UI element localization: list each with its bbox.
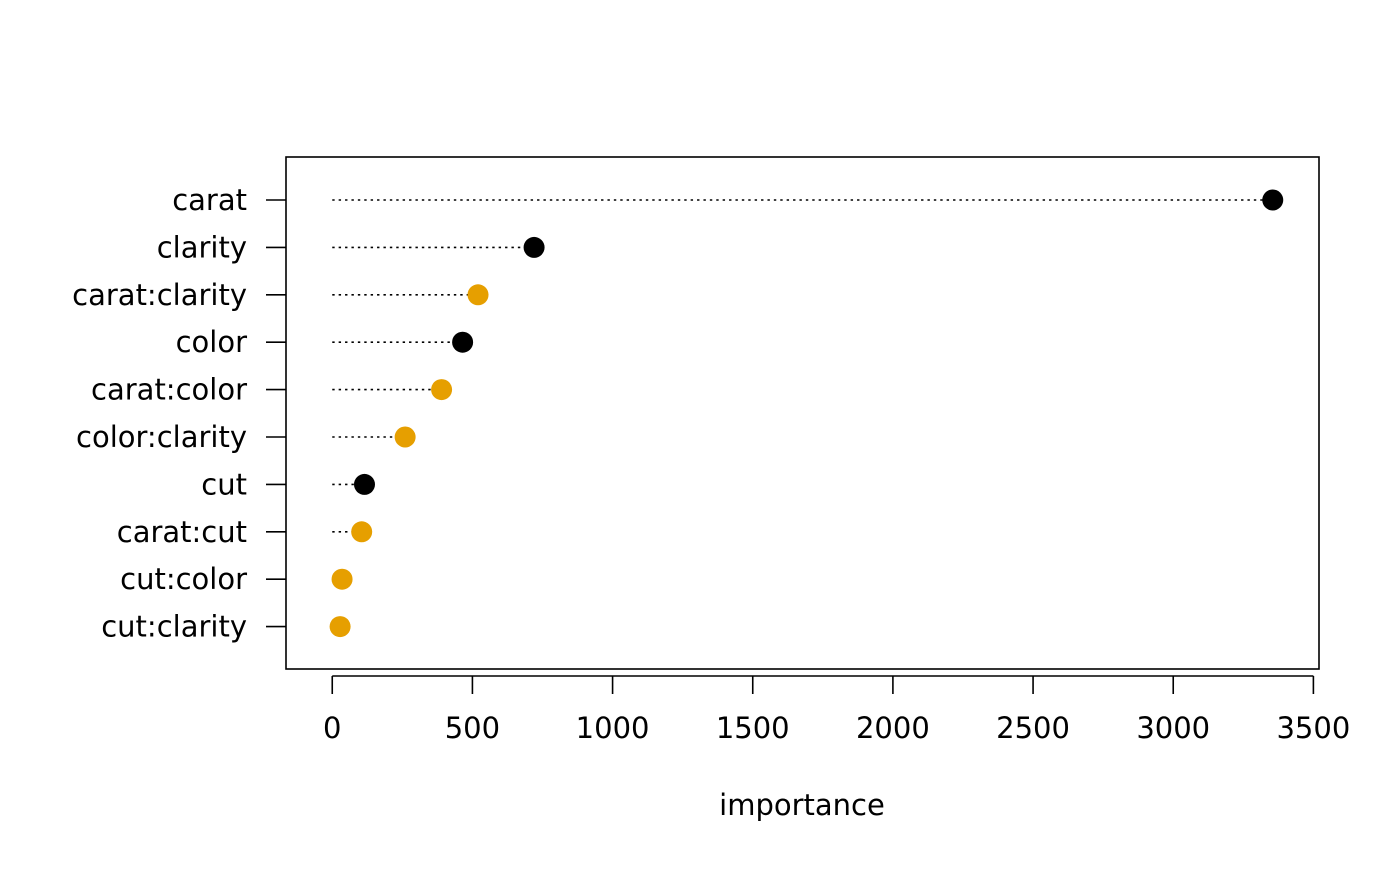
plot-frame — [285, 156, 1320, 670]
x-tick-label: 2000 — [856, 711, 930, 745]
category-label: carat:clarity — [72, 278, 247, 312]
point-color — [452, 331, 474, 353]
category-label: clarity — [157, 230, 247, 264]
x-axis: 0 500 1000 1500 2000 2500 3000 3500 — [323, 675, 1350, 745]
plot-box — [285, 156, 1320, 670]
point-color-clarity — [394, 426, 416, 448]
category-label: color — [176, 325, 247, 359]
point-carat-color — [431, 379, 453, 401]
x-tick-label: 3000 — [1136, 711, 1210, 745]
x-tick-label: 1500 — [716, 711, 790, 745]
point-carat-clarity — [467, 284, 489, 306]
x-tick-label: 3500 — [1276, 711, 1350, 745]
x-tick-label: 2500 — [996, 711, 1070, 745]
x-tick-label: 0 — [323, 711, 341, 745]
data-points — [329, 189, 1284, 638]
point-cut-clarity — [329, 616, 351, 638]
x-axis-title: importance — [719, 788, 885, 822]
category-label: cut — [201, 467, 247, 501]
category-label: carat — [172, 183, 247, 217]
leader-lines — [332, 199, 1273, 628]
category-label: cut:color — [120, 562, 247, 596]
point-cut-color — [331, 568, 353, 590]
point-carat-cut — [351, 521, 373, 543]
category-label: carat:cut — [117, 515, 247, 549]
point-cut — [353, 473, 375, 495]
point-clarity — [523, 236, 545, 258]
x-tick-label: 1000 — [576, 711, 650, 745]
y-axis: carat clarity carat:clarity color carat:colo… — [72, 183, 286, 644]
x-tick-label: 500 — [445, 711, 500, 745]
category-label: carat:color — [91, 373, 247, 407]
category-label: cut:clarity — [101, 610, 247, 644]
point-carat — [1262, 189, 1284, 211]
category-label: color:clarity — [76, 420, 247, 454]
